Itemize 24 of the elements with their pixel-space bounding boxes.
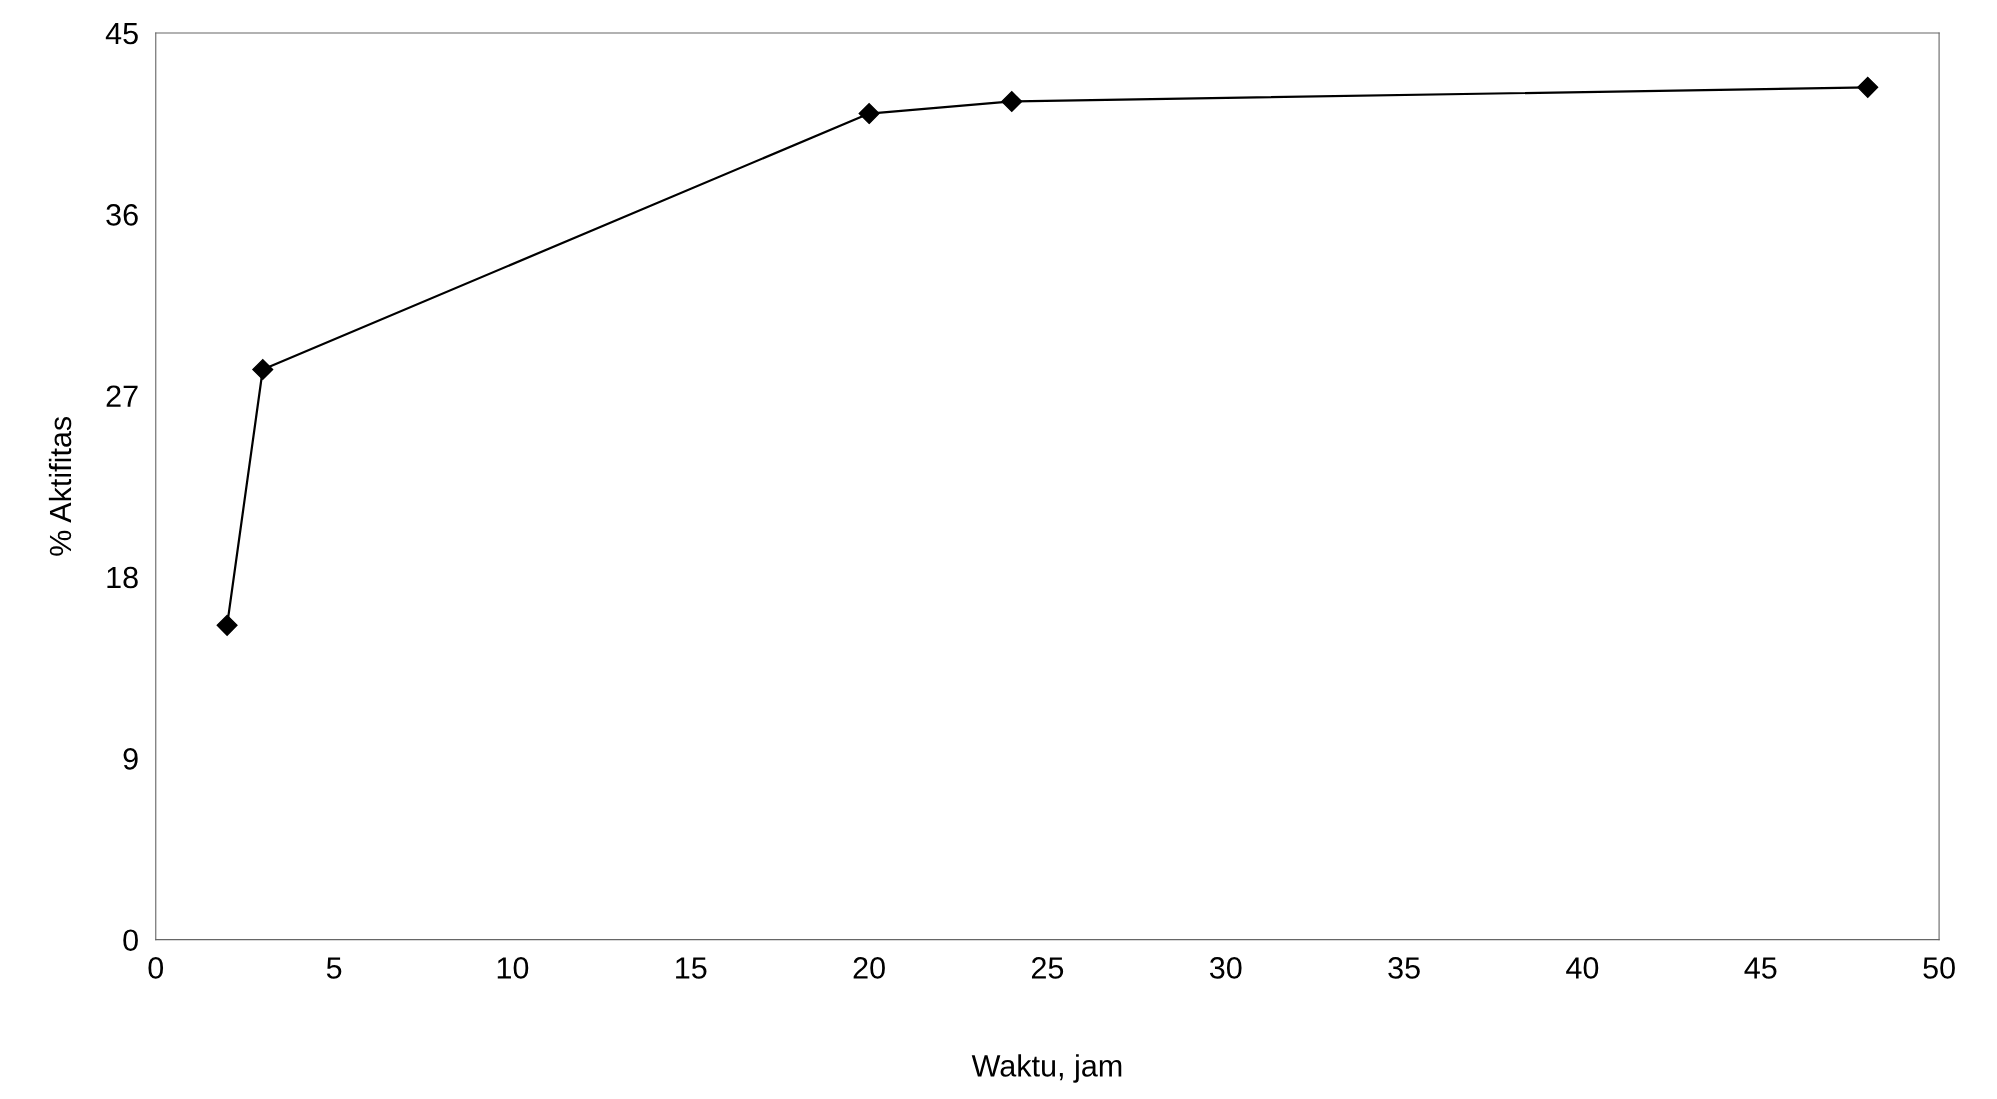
point xyxy=(1001,90,1023,112)
x-tick-label: 5 xyxy=(326,957,342,979)
x-tick-label: 0 xyxy=(148,957,164,979)
point xyxy=(252,358,274,380)
x-tick-label: 35 xyxy=(1388,957,1420,979)
x-tick-label: 40 xyxy=(1566,957,1599,979)
x-tick-label: 20 xyxy=(853,957,885,979)
point xyxy=(216,614,238,636)
point xyxy=(1857,76,1879,98)
y-tick-label: 45 xyxy=(105,23,138,45)
y-axis-title: % Aktifitas xyxy=(48,416,72,556)
y-tick-label: 9 xyxy=(123,748,138,770)
y-tick-label: 18 xyxy=(107,566,138,589)
x-tick-label: 15 xyxy=(676,957,707,979)
y-tick-label: 0 xyxy=(123,929,138,952)
x-tick-label: 25 xyxy=(1031,957,1064,979)
x-tick-label: 10 xyxy=(497,957,529,979)
point xyxy=(858,103,880,125)
x-tick-label: 50 xyxy=(1923,957,1955,979)
y-tick-label: 27 xyxy=(106,385,138,407)
x-tick-label: 30 xyxy=(1209,957,1242,979)
x-axis-title: Waktu, jam xyxy=(971,1054,1122,1083)
y-tick-label: 36 xyxy=(106,204,138,226)
x-tick-label: 45 xyxy=(1744,957,1777,979)
